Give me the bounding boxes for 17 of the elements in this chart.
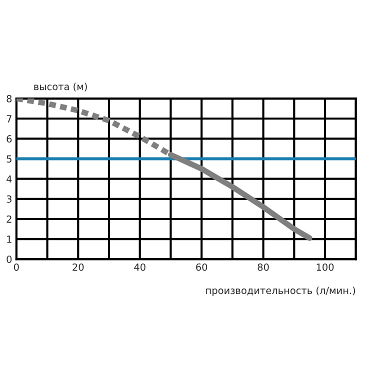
x-tick-label: 20 (72, 263, 84, 271)
x-tick-label: 0 (14, 263, 19, 271)
y-tick-label: 4 (6, 175, 12, 183)
x-tick-label: 60 (196, 263, 208, 271)
y-tick-label: 5 (6, 155, 12, 163)
x-tick-label: 100 (316, 263, 334, 271)
x-axis-title: производительность (л/мин.) (206, 286, 356, 296)
x-tick-label: 40 (134, 263, 146, 271)
x-tick-label: 80 (258, 263, 269, 271)
y-tick-label: 6 (6, 135, 12, 143)
y-tick-label: 0 (6, 256, 12, 263)
y-axis-title: высота (м) (34, 82, 87, 92)
y-tick-label: 1 (7, 236, 12, 243)
y-tick-label: 3 (6, 195, 12, 203)
y-tick-label: 2 (6, 215, 12, 223)
y-tick-label: 7 (6, 115, 12, 122)
y-tick-label: 8 (6, 95, 12, 102)
